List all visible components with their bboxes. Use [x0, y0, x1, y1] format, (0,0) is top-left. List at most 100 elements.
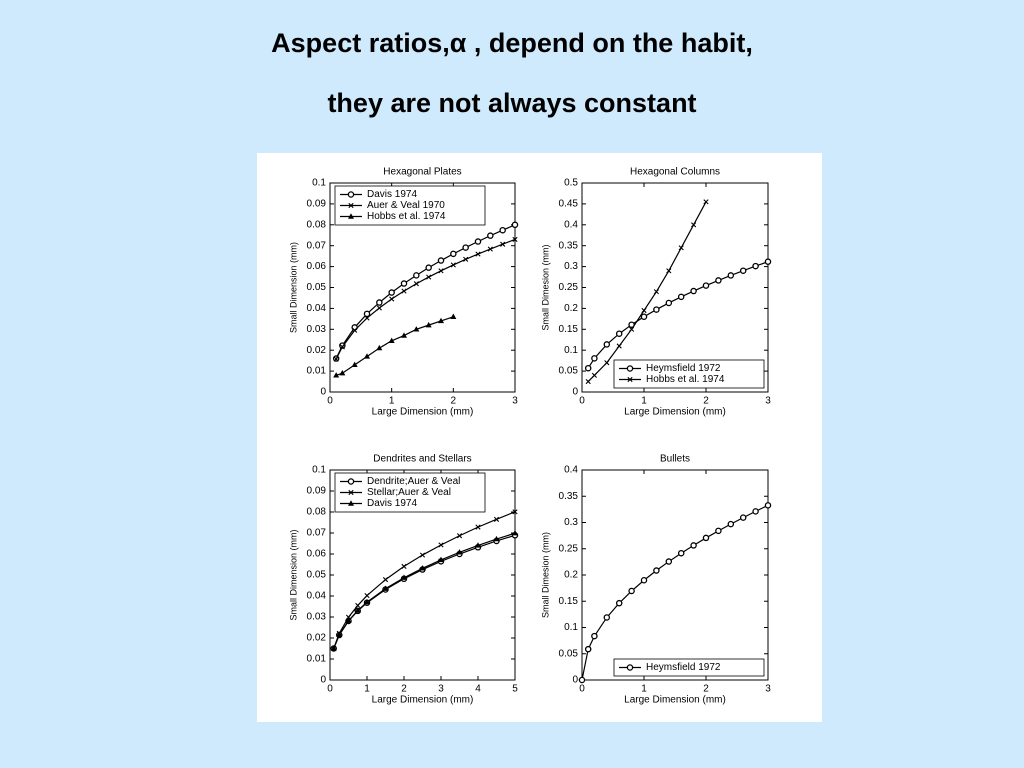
marker	[345, 617, 352, 623]
marker	[764, 502, 772, 509]
marker	[653, 306, 660, 313]
x-axis-label: Large Dimension (mm)	[624, 695, 726, 706]
marker	[389, 296, 395, 302]
marker	[376, 299, 383, 306]
marker	[690, 542, 697, 549]
marker	[348, 213, 354, 219]
y-tick-label: 0.1	[564, 622, 578, 633]
y-tick-label: 0.15	[559, 596, 579, 607]
marker	[666, 268, 672, 274]
y-tick-label: 0.05	[559, 366, 579, 377]
y-tick-label: 0.45	[559, 199, 579, 210]
x-tick-label: 1	[389, 396, 395, 407]
marker	[640, 313, 648, 321]
x-tick-label: 4	[475, 684, 481, 695]
marker	[665, 299, 673, 307]
x-tick-label: 2	[703, 396, 709, 407]
marker	[653, 289, 659, 295]
marker	[348, 500, 354, 506]
chart-title: Bullets	[660, 454, 690, 465]
marker	[493, 535, 500, 542]
y-axis-label: Small Dimesion (mm)	[540, 532, 550, 618]
marker	[493, 516, 500, 522]
marker	[413, 281, 419, 287]
marker	[702, 282, 710, 289]
marker	[382, 585, 389, 591]
marker	[615, 330, 623, 337]
x-axis-label: Large Dimension (mm)	[372, 407, 474, 418]
marker	[456, 549, 463, 555]
marker	[641, 307, 647, 314]
y-tick-label: 0.01	[307, 366, 327, 377]
y-tick-label: 0.4	[564, 465, 578, 476]
marker	[665, 558, 673, 565]
x-tick-label: 2	[703, 684, 709, 695]
y-tick-label: 0.15	[559, 324, 579, 335]
y-axis-label: Small Dimesion (mm)	[540, 244, 550, 330]
marker	[438, 317, 444, 324]
x-tick-label: 0	[579, 684, 585, 695]
x-tick-label: 0	[327, 684, 333, 695]
marker	[330, 645, 337, 651]
legend-label: Dendrite;Auer & Veal	[367, 476, 460, 487]
chart-title: Hexagonal Columns	[630, 167, 720, 178]
marker	[425, 264, 432, 271]
marker	[450, 250, 457, 258]
marker	[727, 272, 735, 279]
marker	[462, 244, 469, 251]
marker	[764, 258, 772, 265]
marker	[351, 361, 358, 368]
legend: Heymsfield 1972	[613, 658, 765, 677]
marker	[500, 241, 506, 247]
chart-title: Hexagonal Plates	[383, 167, 461, 178]
marker	[463, 256, 469, 262]
y-tick-label: 0.08	[307, 507, 327, 518]
marker	[691, 222, 697, 228]
marker	[585, 378, 591, 385]
x-axis-label: Large Dimension (mm)	[372, 695, 474, 706]
x-tick-label: 5	[512, 684, 518, 695]
y-tick-label: 0.05	[559, 648, 579, 659]
y-tick-label: 0.2	[564, 303, 578, 314]
marker	[382, 577, 389, 583]
marker	[388, 289, 395, 296]
y-tick-label: 0	[572, 387, 578, 398]
series-line	[335, 238, 516, 360]
y-tick-label: 0.2	[564, 570, 578, 581]
marker	[487, 246, 493, 252]
y-tick-label: 0.4	[564, 219, 578, 230]
y-tick-label: 0.06	[307, 549, 327, 560]
marker	[487, 232, 494, 239]
y-tick-label: 0.05	[307, 282, 327, 293]
marker	[629, 326, 635, 332]
x-tick-label: 2	[451, 396, 457, 407]
marker	[653, 567, 660, 574]
marker	[739, 514, 747, 521]
marker	[438, 542, 444, 548]
y-tick-label: 0.05	[307, 570, 327, 581]
marker	[450, 262, 456, 268]
marker	[363, 310, 371, 318]
y-axis-label: Small Dimension (mm)	[288, 242, 298, 333]
y-tick-label: 0.04	[307, 591, 327, 602]
x-tick-label: 0	[327, 396, 333, 407]
y-tick-label: 0.06	[307, 261, 327, 272]
marker	[354, 607, 361, 613]
chart-title: Dendrites and Stellars	[373, 454, 471, 465]
y-tick-label: 0	[572, 675, 578, 686]
marker	[603, 614, 611, 621]
marker	[626, 664, 634, 671]
y-tick-label: 0	[320, 387, 326, 398]
marker	[511, 221, 519, 229]
marker	[401, 563, 407, 569]
marker	[727, 520, 735, 528]
marker	[347, 478, 355, 485]
figure-panel	[257, 153, 822, 722]
y-tick-label: 0.3	[564, 517, 578, 528]
slide-title: Aspect ratios,α , depend on the habit,	[271, 28, 753, 58]
x-tick-label: 2	[401, 684, 407, 695]
marker	[426, 274, 432, 280]
y-tick-label: 0.5	[564, 178, 578, 189]
